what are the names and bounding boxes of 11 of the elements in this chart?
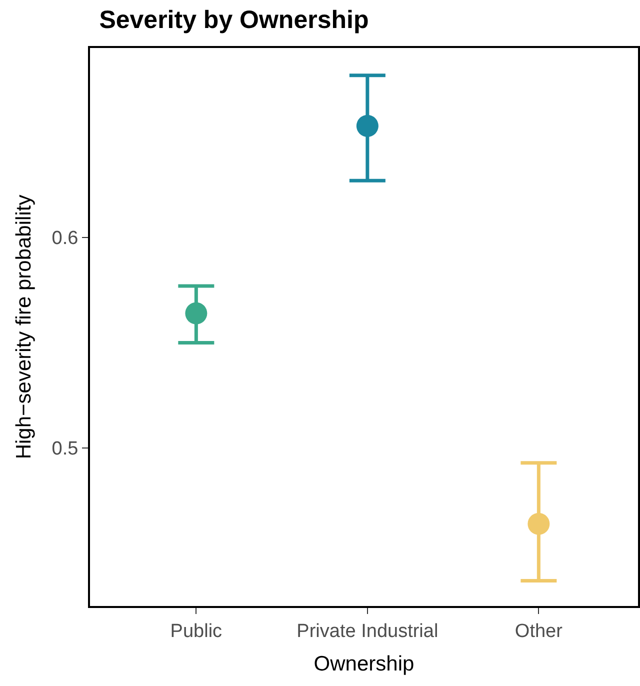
point [356, 114, 378, 137]
x-axis-title: Ownership [314, 652, 414, 676]
chart-title: Severity by Ownership [99, 6, 369, 34]
y-tick-label: 0.5 [52, 438, 78, 460]
point [185, 302, 208, 324]
x-tick-label: Public [170, 620, 222, 642]
point [528, 512, 550, 535]
x-tick-label: Other [514, 620, 564, 642]
y-tick-label: 0.6 [52, 228, 78, 250]
y-axis-title: High−severity fire probability [12, 194, 36, 460]
x-tick-label: Private Industrial [296, 620, 438, 642]
